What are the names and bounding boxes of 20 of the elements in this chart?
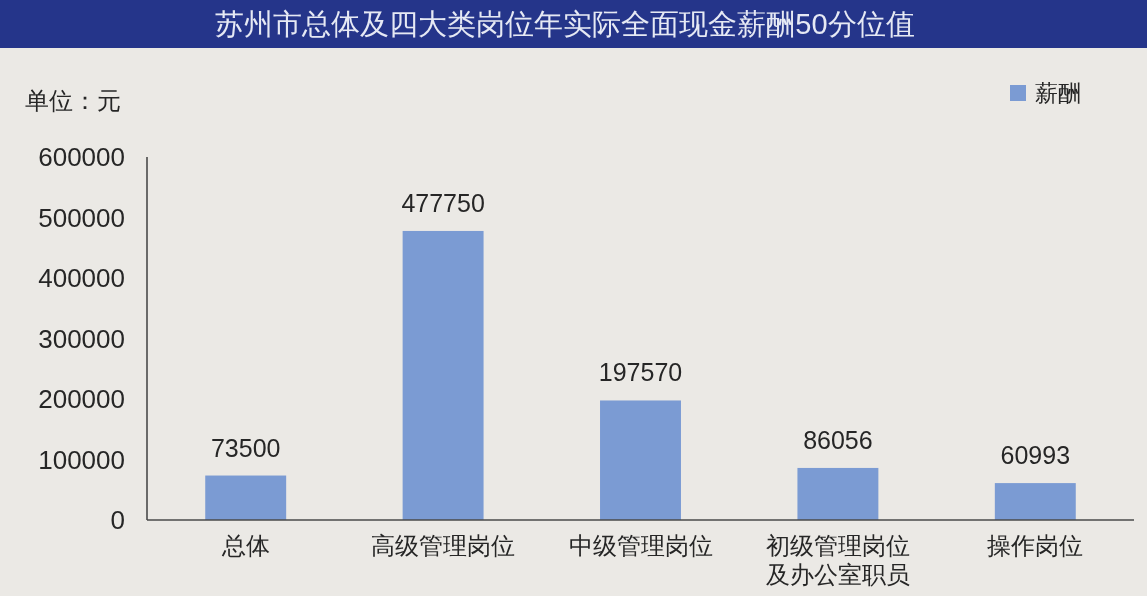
xtick: 中级管理岗位 [568, 532, 713, 559]
ytick: 300000 [38, 323, 125, 354]
ytick: 100000 [38, 444, 125, 475]
ytick: 400000 [38, 263, 125, 293]
data-label: 197570 [598, 358, 683, 387]
title: 苏州市总体及四大类岗位年实际全面现金薪酬50分位值 [215, 8, 915, 40]
xtick: 操作岗位 [987, 532, 1084, 559]
data-label: 477750 [401, 188, 485, 217]
data-label: 86056 [803, 425, 873, 454]
ylabel: 单位：元 [25, 86, 121, 114]
ytick: 500000 [38, 202, 125, 233]
legend: 薪酬 [1035, 80, 1081, 106]
xtick: 总体 [221, 532, 270, 559]
xtick: 初级管理岗位及办公室职员 [765, 532, 910, 588]
ytick: 600000 [38, 142, 125, 172]
ytick: 200000 [38, 384, 125, 414]
data-label: 60993 [1000, 441, 1071, 470]
xtick: 高级管理岗位 [371, 532, 516, 559]
ytick: 0 [110, 505, 125, 535]
data-label: 73500 [210, 433, 281, 462]
